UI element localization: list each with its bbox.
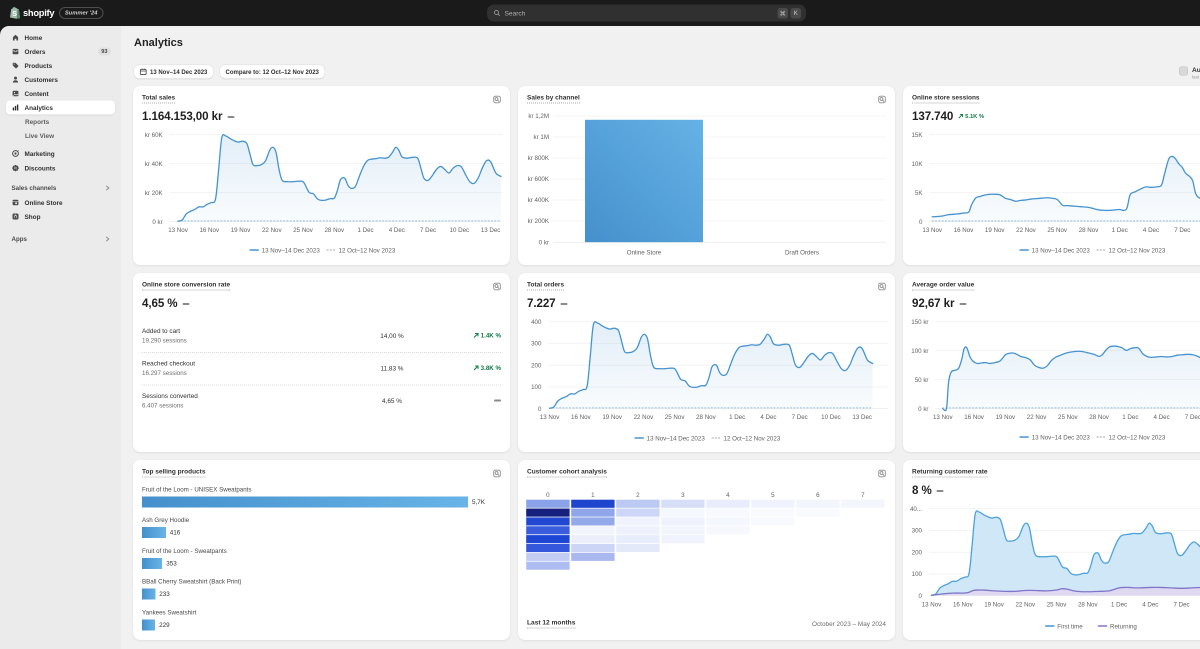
svg-text:4 Dec: 4 Dec — [1154, 414, 1170, 421]
svg-text:12 Oct–12 Nov 2023: 12 Oct–12 Nov 2023 — [1109, 434, 1166, 441]
svg-text:10 Dec: 10 Dec — [821, 414, 841, 421]
svg-text:200: 200 — [531, 362, 542, 369]
svg-text:13 Dec: 13 Dec — [852, 414, 872, 421]
svg-text:28 Nov: 28 Nov — [1078, 602, 1099, 609]
svg-text:25 Nov: 25 Nov — [1047, 227, 1068, 234]
svg-text:16 Nov: 16 Nov — [964, 414, 985, 421]
svg-text:400: 400 — [531, 319, 542, 326]
svg-text:19 Nov: 19 Nov — [985, 227, 1006, 234]
svg-text:100 kr: 100 kr — [911, 348, 928, 355]
svg-text:5: 5 — [771, 492, 775, 499]
svg-text:0: 0 — [546, 492, 550, 499]
svg-text:100: 100 — [531, 384, 542, 391]
svg-text:kr 200K: kr 200K — [528, 218, 550, 225]
svg-text:300: 300 — [912, 528, 923, 535]
svg-text:4: 4 — [726, 492, 730, 499]
svg-text:7 Dec: 7 Dec — [792, 414, 808, 421]
svg-text:Online Store: Online Store — [627, 250, 662, 257]
svg-text:4 Dec: 4 Dec — [760, 414, 776, 421]
svg-text:kr 1,2M: kr 1,2M — [528, 113, 549, 120]
svg-text:16 Nov: 16 Nov — [199, 227, 220, 234]
svg-text:16 Nov: 16 Nov — [571, 414, 592, 421]
svg-text:1 Dec: 1 Dec — [729, 414, 745, 421]
svg-text:22 Nov: 22 Nov — [634, 414, 655, 421]
svg-text:1: 1 — [591, 492, 595, 499]
svg-text:16 Nov: 16 Nov — [954, 227, 975, 234]
svg-text:25 Nov: 25 Nov — [1047, 602, 1068, 609]
svg-text:19 Nov: 19 Nov — [996, 414, 1017, 421]
svg-text:0: 0 — [538, 406, 542, 413]
svg-text:5K: 5K — [915, 190, 923, 197]
svg-text:28 Nov: 28 Nov — [696, 414, 717, 421]
svg-text:Draft Orders: Draft Orders — [785, 250, 819, 257]
svg-text:Returning: Returning — [1110, 623, 1137, 630]
svg-text:40...: 40... — [910, 506, 922, 513]
svg-text:7 Dec: 7 Dec — [1185, 414, 1200, 421]
svg-text:4 Dec: 4 Dec — [1142, 602, 1158, 609]
svg-text:22 Nov: 22 Nov — [1015, 602, 1036, 609]
svg-text:6: 6 — [816, 492, 820, 499]
svg-text:200: 200 — [912, 549, 923, 556]
svg-text:22 Nov: 22 Nov — [262, 227, 283, 234]
svg-text:50 kr: 50 kr — [915, 377, 929, 384]
svg-text:1 Dec: 1 Dec — [357, 227, 373, 234]
svg-text:10 Dec: 10 Dec — [450, 227, 470, 234]
svg-text:kr 1M: kr 1M — [534, 134, 549, 141]
svg-text:3: 3 — [681, 492, 685, 499]
svg-text:1 Dec: 1 Dec — [1112, 227, 1128, 234]
svg-text:28 Nov: 28 Nov — [1079, 227, 1100, 234]
svg-text:7 Dec: 7 Dec — [1174, 227, 1190, 234]
svg-text:13 Nov–14 Dec 2023: 13 Nov–14 Dec 2023 — [262, 247, 321, 254]
svg-text:19 Nov: 19 Nov — [231, 227, 252, 234]
svg-text:0: 0 — [919, 593, 923, 600]
svg-text:12 Oct–12 Nov 2023: 12 Oct–12 Nov 2023 — [339, 247, 396, 254]
svg-text:300: 300 — [531, 341, 542, 348]
svg-text:kr 400K: kr 400K — [528, 197, 550, 204]
svg-text:0 kr: 0 kr — [539, 239, 549, 246]
svg-text:13 Nov–14 Dec 2023: 13 Nov–14 Dec 2023 — [1032, 247, 1091, 254]
svg-text:1 Dec: 1 Dec — [1111, 602, 1127, 609]
svg-text:S: S — [12, 11, 17, 18]
svg-text:100: 100 — [912, 571, 923, 578]
svg-text:1 Dec: 1 Dec — [1122, 414, 1138, 421]
svg-text:kr 40K: kr 40K — [145, 161, 164, 168]
svg-text:13 Nov: 13 Nov — [922, 602, 943, 609]
svg-text:kr 20K: kr 20K — [145, 190, 164, 197]
svg-text:12 Oct–12 Nov 2023: 12 Oct–12 Nov 2023 — [1109, 247, 1166, 254]
svg-text:28 Nov: 28 Nov — [1089, 414, 1110, 421]
svg-text:13 Nov: 13 Nov — [933, 414, 954, 421]
svg-text:13 Nov: 13 Nov — [540, 414, 561, 421]
svg-text:4 Dec: 4 Dec — [389, 227, 405, 234]
svg-text:13 Dec: 13 Dec — [481, 227, 501, 234]
svg-text:25 Nov: 25 Nov — [665, 414, 686, 421]
svg-text:7 Dec: 7 Dec — [420, 227, 436, 234]
svg-text:19 Nov: 19 Nov — [984, 602, 1005, 609]
svg-text:kr 60K: kr 60K — [145, 132, 164, 139]
svg-text:kr 600K: kr 600K — [528, 176, 550, 183]
svg-text:15K: 15K — [911, 132, 923, 139]
svg-text:13 Nov–14 Dec 2023: 13 Nov–14 Dec 2023 — [1032, 434, 1091, 441]
svg-text:22 Nov: 22 Nov — [1027, 414, 1048, 421]
svg-text:12 Oct–12 Nov 2023: 12 Oct–12 Nov 2023 — [724, 435, 781, 442]
svg-text:10K: 10K — [911, 161, 923, 168]
svg-text:0 kr: 0 kr — [918, 406, 928, 413]
svg-text:7 Dec: 7 Dec — [1173, 602, 1189, 609]
svg-text:0: 0 — [919, 219, 923, 226]
svg-text:0 kr: 0 kr — [152, 219, 162, 226]
svg-text:First time: First time — [1057, 623, 1083, 630]
svg-text:2: 2 — [636, 492, 640, 499]
svg-text:150 kr: 150 kr — [911, 319, 928, 326]
svg-text:13 Nov: 13 Nov — [168, 227, 189, 234]
svg-text:7: 7 — [861, 492, 865, 499]
svg-text:19 Nov: 19 Nov — [602, 414, 623, 421]
svg-text:13 Nov: 13 Nov — [922, 227, 943, 234]
svg-text:25 Nov: 25 Nov — [1058, 414, 1079, 421]
svg-text:16 Nov: 16 Nov — [953, 602, 974, 609]
svg-text:kr 800K: kr 800K — [528, 155, 550, 162]
svg-text:13 Nov–14 Dec 2023: 13 Nov–14 Dec 2023 — [647, 435, 706, 442]
svg-text:4 Dec: 4 Dec — [1143, 227, 1159, 234]
svg-text:28 Nov: 28 Nov — [324, 227, 345, 234]
svg-text:22 Nov: 22 Nov — [1016, 227, 1037, 234]
svg-text:25 Nov: 25 Nov — [293, 227, 314, 234]
